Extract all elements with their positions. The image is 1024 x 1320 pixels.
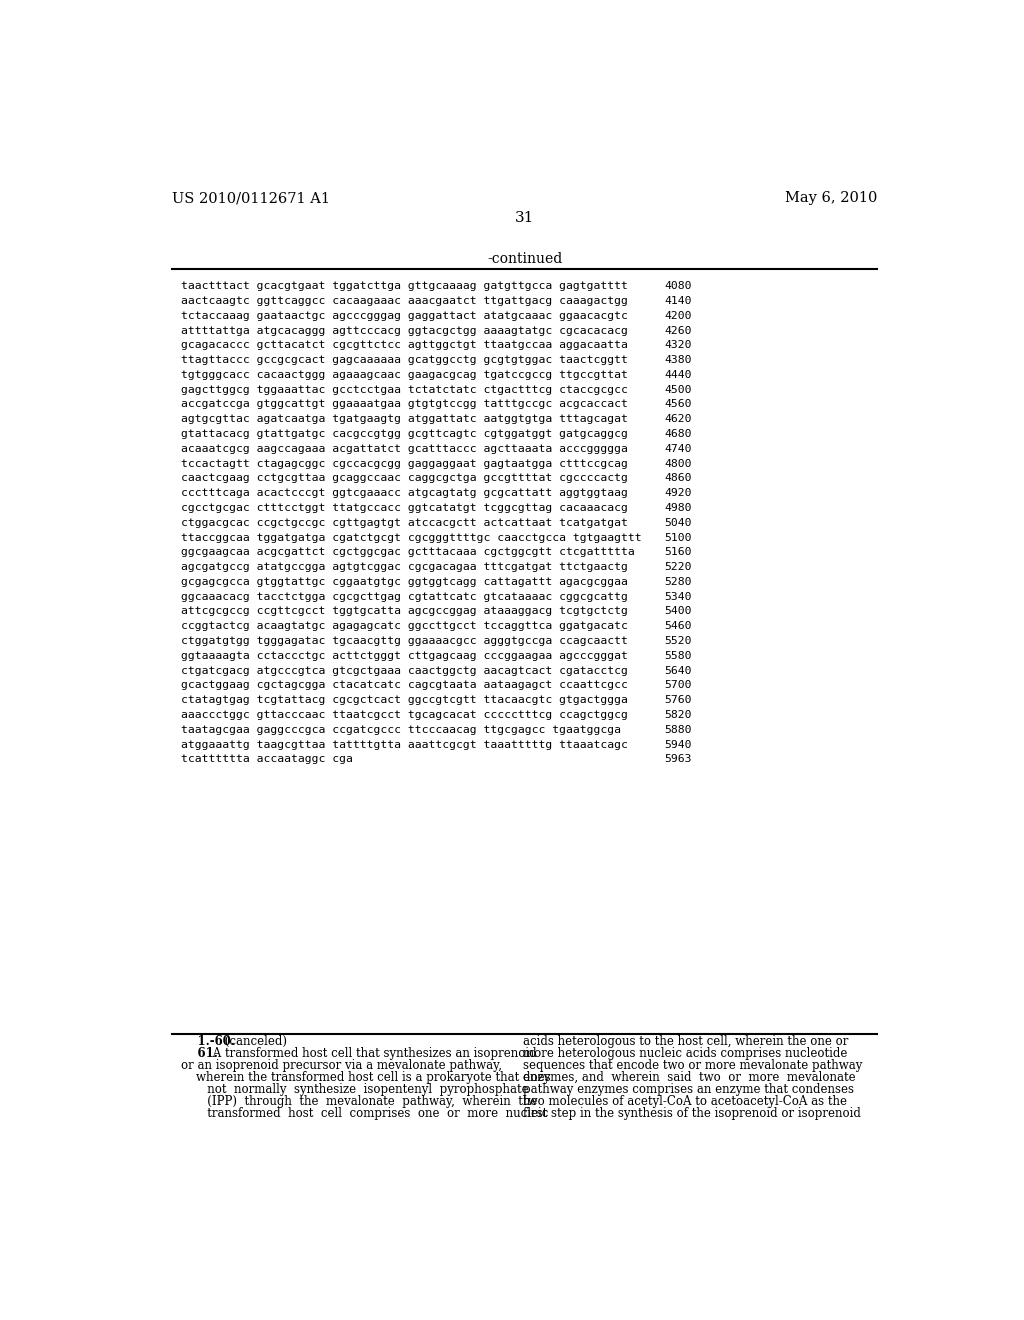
Text: 5963: 5963 — [665, 754, 692, 764]
Text: aactcaagtc ggttcaggcc cacaagaaac aaacgaatct ttgattgacg caaagactgg: aactcaagtc ggttcaggcc cacaagaaac aaacgaa… — [180, 296, 628, 306]
Text: 4380: 4380 — [665, 355, 692, 366]
Text: 5160: 5160 — [665, 548, 692, 557]
Text: ctggatgtgg tgggagatac tgcaacgttg ggaaaacgcc agggtgccga ccagcaactt: ctggatgtgg tgggagatac tgcaacgttg ggaaaac… — [180, 636, 628, 645]
Text: agcgatgccg atatgccgga agtgtcggac cgcgacagaa tttcgatgat ttctgaactg: agcgatgccg atatgccgga agtgtcggac cgcgaca… — [180, 562, 628, 572]
Text: 4920: 4920 — [665, 488, 692, 498]
Text: ggcgaagcaa acgcgattct cgctggcgac gctttacaaa cgctggcgtt ctcgattttta: ggcgaagcaa acgcgattct cgctggcgac gctttac… — [180, 548, 635, 557]
Text: gcagacaccc gcttacatct cgcgttctcc agttggctgt ttaatgccaa aggacaatta: gcagacaccc gcttacatct cgcgttctcc agttggc… — [180, 341, 628, 350]
Text: 5820: 5820 — [665, 710, 692, 719]
Text: ctatagtgag tcgtattacg cgcgctcact ggccgtcgtt ttacaacgtc gtgactggga: ctatagtgag tcgtattacg cgcgctcact ggccgtc… — [180, 696, 628, 705]
Text: 4620: 4620 — [665, 414, 692, 424]
Text: 5580: 5580 — [665, 651, 692, 661]
Text: 4140: 4140 — [665, 296, 692, 306]
Text: acids heterologous to the host cell, wherein the one or: acids heterologous to the host cell, whe… — [523, 1035, 849, 1048]
Text: taatagcgaa gaggcccgca ccgatcgccc ttcccaacag ttgcgagcc tgaatggcga: taatagcgaa gaggcccgca ccgatcgccc ttcccaa… — [180, 725, 621, 735]
Text: 5280: 5280 — [665, 577, 692, 587]
Text: pathway enzymes comprises an enzyme that condenses: pathway enzymes comprises an enzyme that… — [523, 1082, 854, 1096]
Text: (canceled): (canceled) — [220, 1035, 287, 1048]
Text: aaaccctggc gttacccaac ttaatcgcct tgcagcacat ccccctttcg ccagctggcg: aaaccctggc gttacccaac ttaatcgcct tgcagca… — [180, 710, 628, 719]
Text: -continued: -continued — [487, 252, 562, 265]
Text: or an isoprenoid precursor via a mevalonate pathway,: or an isoprenoid precursor via a mevalon… — [180, 1059, 502, 1072]
Text: ccggtactcg acaagtatgc agagagcatc ggccttgcct tccaggttca ggatgacatc: ccggtactcg acaagtatgc agagagcatc ggccttg… — [180, 622, 628, 631]
Text: enzymes, and  wherein  said  two  or  more  mevalonate: enzymes, and wherein said two or more me… — [523, 1071, 856, 1084]
Text: ccctttcaga acactcccgt ggtcgaaacc atgcagtatg gcgcattatt aggtggtaag: ccctttcaga acactcccgt ggtcgaaacc atgcagt… — [180, 488, 628, 498]
Text: 4560: 4560 — [665, 400, 692, 409]
Text: cgcctgcgac ctttcctggt ttatgccacc ggtcatatgt tcggcgttag cacaaacacg: cgcctgcgac ctttcctggt ttatgccacc ggtcata… — [180, 503, 628, 513]
Text: 61.: 61. — [180, 1047, 217, 1060]
Text: 4980: 4980 — [665, 503, 692, 513]
Text: caactcgaag cctgcgttaa gcaggccaac caggcgctga gccgttttat cgccccactg: caactcgaag cctgcgttaa gcaggccaac caggcgc… — [180, 474, 628, 483]
Text: 5880: 5880 — [665, 725, 692, 735]
Text: A transformed host cell that synthesizes an isoprenoid: A transformed host cell that synthesizes… — [209, 1047, 537, 1060]
Text: 5040: 5040 — [665, 517, 692, 528]
Text: ctggacgcac ccgctgccgc cgttgagtgt atccacgctt actcattaat tcatgatgat: ctggacgcac ccgctgccgc cgttgagtgt atccacg… — [180, 517, 628, 528]
Text: sequences that encode two or more mevalonate pathway: sequences that encode two or more mevalo… — [523, 1059, 862, 1072]
Text: 5100: 5100 — [665, 532, 692, 543]
Text: wherein the transformed host cell is a prokaryote that does: wherein the transformed host cell is a p… — [180, 1071, 550, 1084]
Text: transformed  host  cell  comprises  one  or  more  nucleic: transformed host cell comprises one or m… — [180, 1106, 548, 1119]
Text: tgtgggcacc cacaactggg agaaagcaac gaagacgcag tgatccgccg ttgccgttat: tgtgggcacc cacaactggg agaaagcaac gaagacg… — [180, 370, 628, 380]
Text: 4200: 4200 — [665, 310, 692, 321]
Text: 1.-60.: 1.-60. — [180, 1035, 234, 1048]
Text: not  normally  synthesize  isopentenyl  pyrophosphate: not normally synthesize isopentenyl pyro… — [180, 1082, 528, 1096]
Text: agtgcgttac agatcaatga tgatgaagtg atggattatc aatggtgtga tttagcagat: agtgcgttac agatcaatga tgatgaagtg atggatt… — [180, 414, 628, 424]
Text: 4260: 4260 — [665, 326, 692, 335]
Text: gcactggaag cgctagcgga ctacatcatc cagcgtaata aataagagct ccaattcgcc: gcactggaag cgctagcgga ctacatcatc cagcgta… — [180, 680, 628, 690]
Text: more heterologous nucleic acids comprises nucleotide: more heterologous nucleic acids comprise… — [523, 1047, 848, 1060]
Text: tccactagtt ctagagcggc cgccacgcgg gaggaggaat gagtaatgga ctttccgcag: tccactagtt ctagagcggc cgccacgcgg gaggagg… — [180, 458, 628, 469]
Text: ttaccggcaa tggatgatga cgatctgcgt cgcgggttttgc caacctgcca tgtgaagttt: ttaccggcaa tggatgatga cgatctgcgt cgcgggt… — [180, 532, 641, 543]
Text: 4440: 4440 — [665, 370, 692, 380]
Text: 5220: 5220 — [665, 562, 692, 572]
Text: ggcaaacacg tacctctgga cgcgcttgag cgtattcatc gtcataaaac cggcgcattg: ggcaaacacg tacctctgga cgcgcttgag cgtattc… — [180, 591, 628, 602]
Text: 4740: 4740 — [665, 444, 692, 454]
Text: 5760: 5760 — [665, 696, 692, 705]
Text: May 6, 2010: May 6, 2010 — [785, 191, 878, 206]
Text: 5520: 5520 — [665, 636, 692, 645]
Text: taactttact gcacgtgaat tggatcttga gttgcaaaag gatgttgcca gagtgatttt: taactttact gcacgtgaat tggatcttga gttgcaa… — [180, 281, 628, 292]
Text: US 2010/0112671 A1: US 2010/0112671 A1 — [172, 191, 330, 206]
Text: 31: 31 — [515, 211, 535, 224]
Text: gtattacacg gtattgatgc cacgccgtgg gcgttcagtc cgtggatggt gatgcaggcg: gtattacacg gtattgatgc cacgccgtgg gcgttca… — [180, 429, 628, 440]
Text: 5460: 5460 — [665, 622, 692, 631]
Text: ttagttaccc gccgcgcact gagcaaaaaa gcatggcctg gcgtgtggac taactcggtt: ttagttaccc gccgcgcact gagcaaaaaa gcatggc… — [180, 355, 628, 366]
Text: 5400: 5400 — [665, 606, 692, 616]
Text: 4800: 4800 — [665, 458, 692, 469]
Text: tctaccaaag gaataactgc agcccgggag gaggattact atatgcaaac ggaacacgtc: tctaccaaag gaataactgc agcccgggag gaggatt… — [180, 310, 628, 321]
Text: 5640: 5640 — [665, 665, 692, 676]
Text: tcatttttta accaataggc cga: tcatttttta accaataggc cga — [180, 754, 352, 764]
Text: gcgagcgcca gtggtattgc cggaatgtgc ggtggtcagg cattagattt agacgcggaa: gcgagcgcca gtggtattgc cggaatgtgc ggtggtc… — [180, 577, 628, 587]
Text: first step in the synthesis of the isoprenoid or isoprenoid: first step in the synthesis of the isopr… — [523, 1106, 861, 1119]
Text: 5700: 5700 — [665, 680, 692, 690]
Text: ctgatcgacg atgcccgtca gtcgctgaaa caactggctg aacagtcact cgatacctcg: ctgatcgacg atgcccgtca gtcgctgaaa caactgg… — [180, 665, 628, 676]
Text: 4860: 4860 — [665, 474, 692, 483]
Text: 5940: 5940 — [665, 739, 692, 750]
Text: (IPP)  through  the  mevalonate  pathway,  wherein  the: (IPP) through the mevalonate pathway, wh… — [180, 1094, 537, 1107]
Text: gagcttggcg tggaaattac gcctcctgaa tctatctatc ctgactttcg ctaccgcgcc: gagcttggcg tggaaattac gcctcctgaa tctatct… — [180, 384, 628, 395]
Text: accgatccga gtggcattgt ggaaaatgaa gtgtgtccgg tatttgccgc acgcaccact: accgatccga gtggcattgt ggaaaatgaa gtgtgtc… — [180, 400, 628, 409]
Text: atggaaattg taagcgttaa tattttgtta aaattcgcgt taaatttttg ttaaatcagc: atggaaattg taagcgttaa tattttgtta aaattcg… — [180, 739, 628, 750]
Text: 4680: 4680 — [665, 429, 692, 440]
Text: 4500: 4500 — [665, 384, 692, 395]
Text: 4080: 4080 — [665, 281, 692, 292]
Text: two molecules of acetyl-CoA to acetoacetyl-CoA as the: two molecules of acetyl-CoA to acetoacet… — [523, 1094, 847, 1107]
Text: attttattga atgcacaggg agttcccacg ggtacgctgg aaaagtatgc cgcacacacg: attttattga atgcacaggg agttcccacg ggtacgc… — [180, 326, 628, 335]
Text: 5340: 5340 — [665, 591, 692, 602]
Text: acaaatcgcg aagccagaaa acgattatct gcatttaccc agcttaaata acccggggga: acaaatcgcg aagccagaaa acgattatct gcattta… — [180, 444, 628, 454]
Text: ggtaaaagta cctaccctgc acttctgggt cttgagcaag cccggaagaa agcccgggat: ggtaaaagta cctaccctgc acttctgggt cttgagc… — [180, 651, 628, 661]
Text: 4320: 4320 — [665, 341, 692, 350]
Text: attcgcgccg ccgttcgcct tggtgcatta agcgccggag ataaaggacg tcgtgctctg: attcgcgccg ccgttcgcct tggtgcatta agcgccg… — [180, 606, 628, 616]
